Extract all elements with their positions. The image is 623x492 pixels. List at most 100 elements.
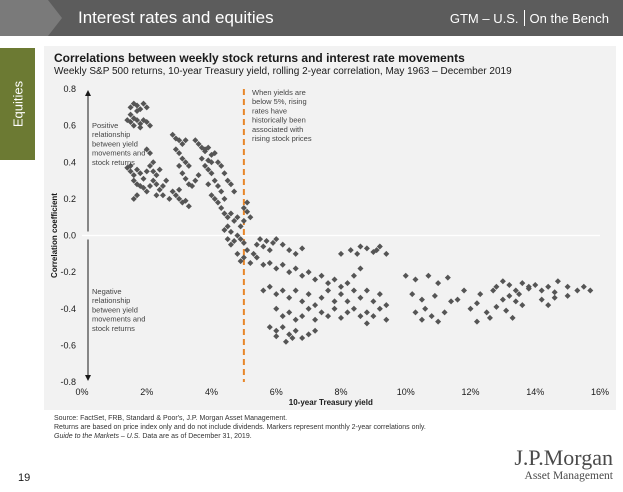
data-point — [146, 122, 153, 129]
data-point — [244, 247, 251, 254]
data-point — [370, 298, 377, 305]
data-point — [176, 195, 183, 202]
chart-panel — [44, 46, 616, 410]
data-point — [247, 214, 254, 221]
data-point — [224, 177, 231, 184]
data-point — [551, 294, 558, 301]
data-point — [292, 287, 299, 294]
data-point — [587, 287, 594, 294]
data-point — [312, 316, 319, 323]
page-number: 19 — [18, 472, 31, 484]
data-point — [234, 214, 241, 221]
data-point — [506, 292, 513, 299]
footnote-date: Guide to the Markets – U.S. Data are as … — [54, 432, 426, 441]
data-point — [273, 305, 280, 312]
data-point — [221, 195, 228, 202]
data-point — [331, 276, 338, 283]
data-point — [195, 172, 202, 179]
data-point — [127, 168, 134, 175]
data-point — [172, 146, 179, 153]
data-point — [240, 217, 247, 224]
data-point — [325, 313, 332, 320]
data-point — [227, 228, 234, 235]
data-point — [512, 287, 519, 294]
chart-subtitle: Weekly S&P 500 returns, 10-year Treasury… — [54, 66, 512, 77]
data-point — [338, 314, 344, 321]
data-point — [486, 314, 493, 321]
data-point — [418, 316, 425, 323]
y-tick-label: -0.6 — [60, 340, 76, 350]
data-point — [143, 146, 150, 153]
data-point — [305, 305, 312, 312]
data-point — [292, 327, 299, 334]
data-point — [202, 146, 209, 153]
data-point — [499, 296, 506, 303]
data-point — [153, 181, 160, 188]
data-point — [176, 150, 183, 157]
data-point — [299, 245, 306, 252]
data-point — [234, 250, 241, 257]
side-tab-equities[interactable]: Equities — [0, 48, 35, 160]
logo-wordmark: J.P.Morgan — [514, 445, 613, 470]
data-point — [292, 250, 299, 257]
data-point — [137, 124, 144, 131]
positive-annotation: Positive relationship between yield movemen… — [92, 121, 145, 167]
data-point — [338, 250, 344, 257]
footnote-guide-title: Guide to the Markets – U.S. — [54, 433, 141, 440]
data-point — [344, 298, 351, 305]
data-point — [289, 335, 296, 342]
y-tick-label: -0.2 — [60, 267, 76, 277]
data-point — [580, 283, 587, 290]
data-point — [150, 168, 157, 175]
header-arrow-decoration — [0, 0, 62, 36]
data-point — [134, 102, 141, 109]
data-point — [150, 177, 157, 184]
y-tick-label: 0.2 — [63, 194, 76, 204]
data-point — [260, 287, 267, 294]
data-point — [266, 259, 273, 266]
data-point — [221, 170, 228, 177]
data-point — [182, 159, 189, 166]
data-point — [312, 327, 319, 334]
data-point — [292, 316, 299, 323]
data-point — [376, 243, 383, 250]
data-point — [286, 331, 293, 338]
data-point — [244, 208, 251, 215]
data-point — [279, 241, 286, 248]
data-point — [461, 287, 468, 294]
jpmorgan-logo: J.P.Morgan Asset Management — [514, 446, 613, 483]
footnote-returns: Returns are based on price index only an… — [54, 424, 426, 431]
data-point — [224, 223, 231, 230]
data-point — [350, 287, 357, 294]
data-point — [179, 170, 186, 177]
data-point — [357, 294, 364, 301]
data-point — [305, 291, 312, 298]
data-point — [143, 118, 150, 125]
data-point — [532, 281, 539, 288]
data-point — [418, 296, 425, 303]
data-point — [257, 236, 264, 243]
footnote-source: Source: FactSet, FRB, Standard & Poor's,… — [54, 415, 288, 422]
data-points — [124, 100, 594, 345]
data-point — [143, 188, 150, 195]
data-point — [373, 247, 380, 254]
data-point — [260, 243, 267, 250]
data-point — [182, 137, 189, 144]
data-point — [140, 100, 147, 107]
data-point — [286, 269, 293, 276]
data-point — [347, 247, 354, 254]
data-point — [185, 203, 192, 210]
data-point — [299, 298, 306, 305]
data-point — [493, 283, 500, 290]
data-point — [266, 324, 273, 331]
data-point — [273, 333, 280, 340]
data-point — [247, 259, 254, 266]
x-tick-label: 4% — [205, 387, 218, 397]
data-point — [192, 137, 199, 144]
data-point — [467, 305, 474, 312]
data-point — [273, 236, 280, 243]
data-point — [516, 291, 523, 298]
data-point — [344, 280, 351, 287]
data-point — [205, 166, 212, 173]
